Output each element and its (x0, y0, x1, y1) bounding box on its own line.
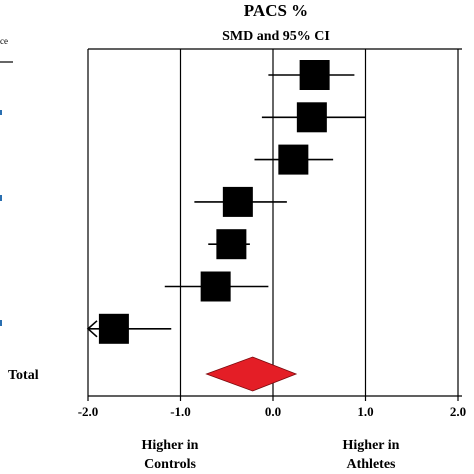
total-diamond (205, 356, 298, 392)
direction-right-line2: Athletes (347, 457, 397, 472)
study-label-fragment (0, 195, 2, 201)
x-tick-label: 1.0 (357, 404, 373, 419)
chart-subtitle: SMD and 95% CI (222, 29, 330, 44)
x-axis-ticks: -2.0 -1.0 0.0 1.0 2.0 (78, 396, 466, 419)
study-effect-marker (299, 60, 330, 90)
x-tick-label: 2.0 (450, 404, 466, 419)
study-effect-marker (98, 313, 129, 344)
study-effect-marker (200, 271, 231, 302)
study-effect-marker (296, 102, 327, 133)
x-tick-label: 0.0 (265, 404, 281, 419)
direction-left-line1: Higher in (142, 438, 199, 453)
study-effect-marker (222, 186, 253, 217)
grid-lines (87, 49, 459, 396)
study-markers (86, 60, 366, 344)
chart-title: PACS % (244, 1, 308, 20)
study-label-fragment (0, 110, 2, 115)
direction-left-line2: Controls (144, 457, 196, 472)
truncation-arrow (86, 320, 98, 338)
x-tick-label: -1.0 (170, 404, 191, 419)
study-label-fragment (0, 320, 2, 326)
study-effect-marker (216, 229, 247, 260)
total-marker (205, 356, 298, 392)
study-column-header-fragment: ce (0, 36, 8, 46)
total-label: Total (8, 368, 39, 383)
study-effect-marker (278, 144, 309, 175)
x-tick-label: -2.0 (78, 404, 99, 419)
direction-right-line1: Higher in (343, 438, 400, 453)
